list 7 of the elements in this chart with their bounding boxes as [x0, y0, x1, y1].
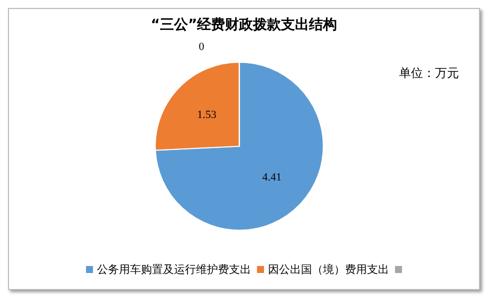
data-label: 4.41	[262, 171, 282, 184]
data-label: 1.53	[197, 109, 217, 122]
legend-label: 因公出国（境）费用支出	[268, 262, 389, 277]
legend-label: 公务用车购置及运行维护费支出	[97, 262, 251, 277]
text: 0	[198, 41, 204, 54]
text: 单位：万元	[399, 66, 459, 80]
chart-title: “三公”经费财政拨款支出结构	[150, 17, 338, 33]
